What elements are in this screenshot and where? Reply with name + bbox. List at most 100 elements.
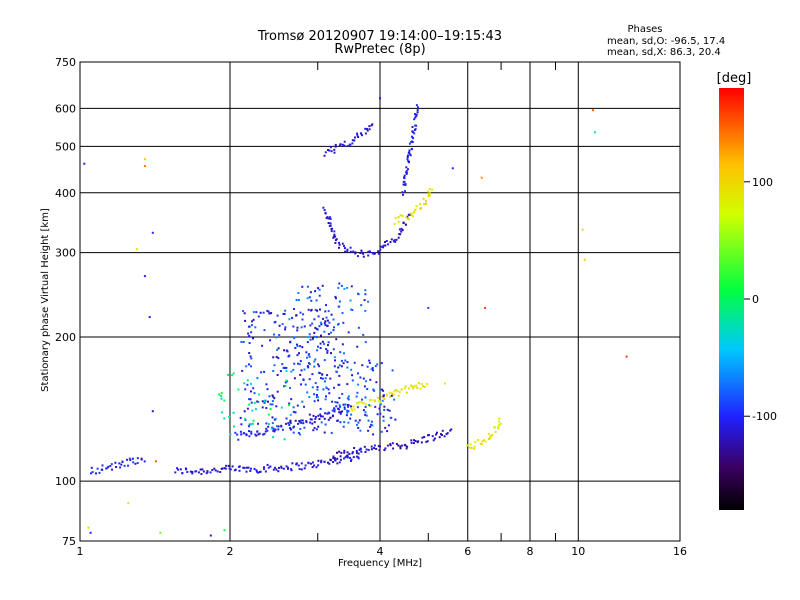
- data-point: [324, 412, 327, 415]
- data-point: [314, 417, 317, 420]
- data-point: [310, 418, 313, 421]
- data-point: [258, 393, 260, 396]
- data-point: [282, 313, 285, 315]
- data-point: [256, 377, 259, 380]
- data-point: [412, 211, 415, 214]
- data-point: [332, 235, 335, 238]
- data-point: [324, 380, 326, 383]
- data-point: [388, 409, 391, 412]
- data-point: [413, 118, 416, 121]
- data-point: [368, 125, 371, 128]
- data-point: [424, 199, 427, 202]
- data-point: [333, 326, 335, 329]
- data-point: [90, 472, 93, 475]
- data-point: [357, 372, 359, 375]
- data-point: [346, 248, 349, 251]
- data-point: [497, 425, 500, 428]
- data-point: [186, 471, 189, 473]
- data-point: [400, 444, 403, 447]
- data-point: [364, 289, 367, 292]
- data-point: [361, 364, 364, 367]
- data-point: [338, 450, 341, 453]
- data-point: [289, 427, 292, 430]
- data-point: [243, 432, 246, 435]
- data-point: [278, 324, 281, 327]
- data-point: [111, 468, 113, 471]
- data-point: [323, 460, 326, 463]
- data-point: [143, 158, 146, 161]
- data-point: [381, 399, 384, 402]
- data-point: [369, 399, 371, 402]
- data-point: [143, 165, 146, 167]
- data-point: [174, 471, 177, 474]
- data-point: [132, 461, 135, 464]
- data-point: [119, 466, 122, 469]
- data-point: [328, 225, 331, 227]
- data-point: [326, 374, 329, 377]
- data-point: [337, 383, 340, 386]
- data-point: [276, 374, 279, 376]
- data-point: [373, 252, 376, 255]
- data-point: [343, 247, 346, 250]
- data-point: [364, 405, 367, 408]
- data-point: [329, 459, 332, 462]
- data-point: [294, 347, 297, 349]
- data-point: [253, 401, 256, 404]
- data-point: [319, 347, 322, 349]
- data-point: [248, 430, 250, 433]
- data-point: [346, 454, 349, 457]
- y-tick-label: 100: [55, 475, 76, 488]
- data-point: [349, 143, 352, 146]
- data-point: [295, 299, 298, 301]
- data-point: [427, 306, 430, 309]
- data-point: [343, 244, 345, 247]
- data-point: [394, 216, 397, 219]
- data-point: [242, 310, 245, 313]
- data-point: [273, 364, 276, 367]
- data-point: [285, 465, 288, 468]
- data-point: [379, 402, 382, 405]
- data-point: [236, 433, 239, 436]
- data-point: [326, 349, 329, 352]
- data-point: [386, 430, 389, 433]
- data-point: [359, 376, 362, 379]
- data-point: [263, 466, 265, 469]
- data-point: [259, 470, 262, 473]
- data-point: [368, 250, 371, 253]
- data-point: [320, 377, 322, 380]
- data-point: [313, 318, 316, 321]
- data-point: [250, 467, 252, 470]
- data-point: [473, 447, 475, 450]
- data-point: [245, 466, 248, 469]
- data-point: [248, 334, 251, 337]
- data-point: [321, 377, 324, 380]
- data-point: [338, 282, 341, 285]
- data-point: [282, 366, 285, 369]
- data-point: [272, 436, 275, 439]
- x-tick-label: 2: [227, 545, 234, 558]
- data-point: [443, 382, 446, 385]
- data-point: [350, 407, 353, 410]
- data-point: [305, 351, 308, 354]
- data-point: [362, 252, 365, 255]
- data-point: [315, 336, 318, 339]
- data-point: [317, 396, 319, 399]
- data-point: [254, 433, 257, 436]
- data-point: [395, 443, 398, 445]
- data-point: [338, 408, 341, 411]
- data-point: [332, 461, 335, 463]
- data-point: [487, 438, 490, 441]
- y-tick-label: 750: [55, 56, 76, 69]
- data-point: [410, 384, 413, 387]
- data-point: [299, 433, 301, 436]
- data-point: [370, 423, 373, 426]
- data-point: [343, 451, 346, 454]
- data-point: [257, 471, 260, 474]
- data-point: [309, 324, 312, 327]
- phase-stats-o: mean, sd,O: -96.5, 17.4: [607, 36, 725, 47]
- data-point: [338, 241, 340, 244]
- data-point: [194, 470, 197, 473]
- data-point: [374, 405, 377, 408]
- data-point: [261, 400, 264, 403]
- data-point: [317, 287, 320, 290]
